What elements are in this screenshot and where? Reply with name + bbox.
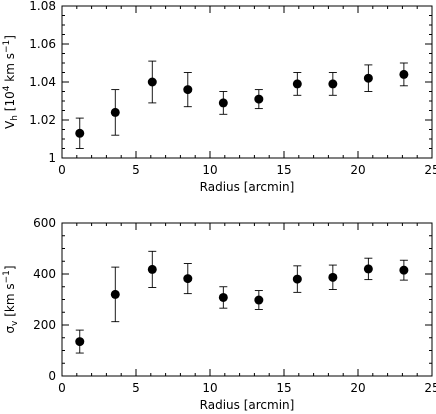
data-marker bbox=[254, 295, 264, 305]
data-point bbox=[183, 72, 193, 108]
data-point bbox=[292, 265, 302, 293]
data-marker bbox=[363, 73, 373, 83]
y-tick-label: 1.02 bbox=[29, 113, 56, 127]
x-tick-label: 20 bbox=[350, 381, 365, 395]
x-tick-label: 15 bbox=[276, 381, 291, 395]
data-point bbox=[147, 60, 157, 104]
panel-2: 0 5 10 15 20 25 0 200 400 600 Radius [arcmin] σv [k… bbox=[2, 216, 436, 412]
x-tick-label: 15 bbox=[276, 163, 291, 177]
y-tick-label: 1 bbox=[48, 151, 56, 165]
data-marker bbox=[147, 77, 157, 87]
y-tick-label: 1.06 bbox=[29, 37, 56, 51]
data-point bbox=[218, 91, 228, 115]
y-tick-label: 600 bbox=[33, 216, 56, 230]
data-marker bbox=[254, 94, 264, 104]
data-marker bbox=[218, 292, 228, 302]
x-tick-label: 5 bbox=[132, 381, 140, 395]
y-axis-title: Vh [104 km s−1] bbox=[2, 35, 20, 129]
data-marker bbox=[75, 128, 85, 138]
y-axis-title: σv [km s−1] bbox=[2, 265, 20, 333]
x-tick-label: 25 bbox=[424, 381, 436, 395]
y-tick-label: 0 bbox=[48, 369, 56, 383]
data-marker bbox=[328, 79, 338, 89]
data-point bbox=[183, 263, 193, 295]
data-point bbox=[363, 257, 373, 281]
y-tick-label: 1.08 bbox=[29, 0, 56, 13]
data-point bbox=[328, 72, 338, 96]
data-marker bbox=[147, 264, 157, 274]
data-point bbox=[110, 266, 120, 323]
data-marker bbox=[75, 337, 85, 347]
data-point bbox=[110, 89, 120, 136]
data-marker bbox=[183, 85, 193, 95]
x-tick-label: 10 bbox=[202, 381, 217, 395]
data-marker bbox=[110, 289, 120, 299]
data-marker bbox=[218, 98, 228, 108]
data-marker bbox=[292, 274, 302, 284]
x-axis-title: Radius [arcmin] bbox=[200, 398, 295, 412]
x-tick-label: 25 bbox=[424, 163, 436, 177]
x-axis-title: Radius [arcmin] bbox=[200, 180, 295, 194]
data-point bbox=[75, 117, 85, 149]
x-tick-label: 0 bbox=[58, 163, 66, 177]
data-marker bbox=[363, 264, 373, 274]
x-tick-label: 5 bbox=[132, 163, 140, 177]
data-point bbox=[254, 89, 264, 110]
plot-frame bbox=[61, 222, 433, 377]
y-tick-label: 200 bbox=[33, 318, 56, 332]
data-point bbox=[328, 264, 338, 291]
y-tick-label: 400 bbox=[33, 267, 56, 281]
data-marker bbox=[110, 107, 120, 117]
data-marker bbox=[399, 265, 409, 275]
x-tick-label: 20 bbox=[350, 163, 365, 177]
panel-1: 0 5 10 15 20 25 1 1.02 1.04 1.06 1.08 Radius [arcmi… bbox=[2, 0, 436, 194]
data-point bbox=[75, 329, 85, 354]
data-point bbox=[218, 286, 228, 309]
data-point bbox=[399, 62, 409, 87]
x-tick-label: 10 bbox=[202, 163, 217, 177]
data-point bbox=[254, 290, 264, 310]
data-marker bbox=[328, 272, 338, 282]
x-tick-label: 0 bbox=[58, 381, 66, 395]
data-marker bbox=[292, 79, 302, 89]
data-marker bbox=[183, 274, 193, 284]
y-tick-label: 1.04 bbox=[29, 75, 56, 89]
data-point bbox=[399, 259, 409, 281]
data-point bbox=[292, 72, 302, 96]
data-point bbox=[147, 250, 157, 288]
data-point bbox=[363, 64, 373, 92]
data-marker bbox=[399, 69, 409, 79]
